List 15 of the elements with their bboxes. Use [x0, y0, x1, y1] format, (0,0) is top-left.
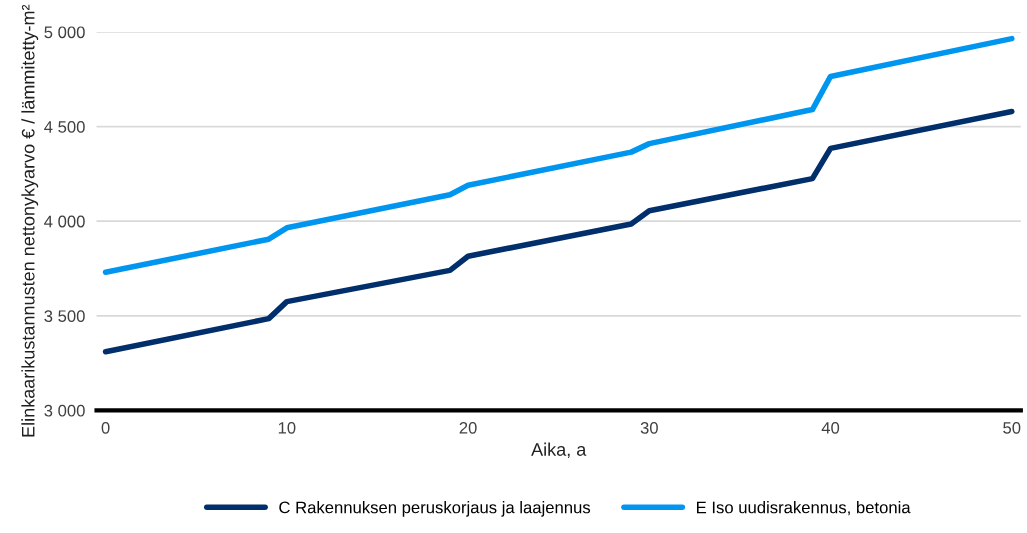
y-tick-label: 5 000: [44, 26, 85, 39]
legend-label: E Iso uudisrakennus, betonia: [697, 501, 911, 516]
x-tick-label: 0: [101, 421, 110, 434]
y-axis-title: Elinkaarikustannusten nettonykyarvo € / lämmitetty-m²: [21, 4, 39, 437]
x-tick-label: 10: [278, 421, 296, 434]
x-tick-label: 30: [640, 421, 658, 434]
x-tick-label: 50: [1003, 421, 1021, 434]
y-tick-label: 4 500: [44, 120, 85, 133]
x-axis-title: Aika, a: [531, 442, 587, 459]
x-tick-label: 20: [459, 421, 477, 434]
legend-label: C Rakennuksen peruskorjaus ja laajennus: [279, 501, 591, 517]
y-tick-label: 4 000: [44, 215, 85, 228]
y-tick-label: 3 000: [44, 404, 85, 417]
y-tick-label: 3 500: [44, 310, 85, 323]
x-tick-label: 40: [821, 421, 840, 434]
